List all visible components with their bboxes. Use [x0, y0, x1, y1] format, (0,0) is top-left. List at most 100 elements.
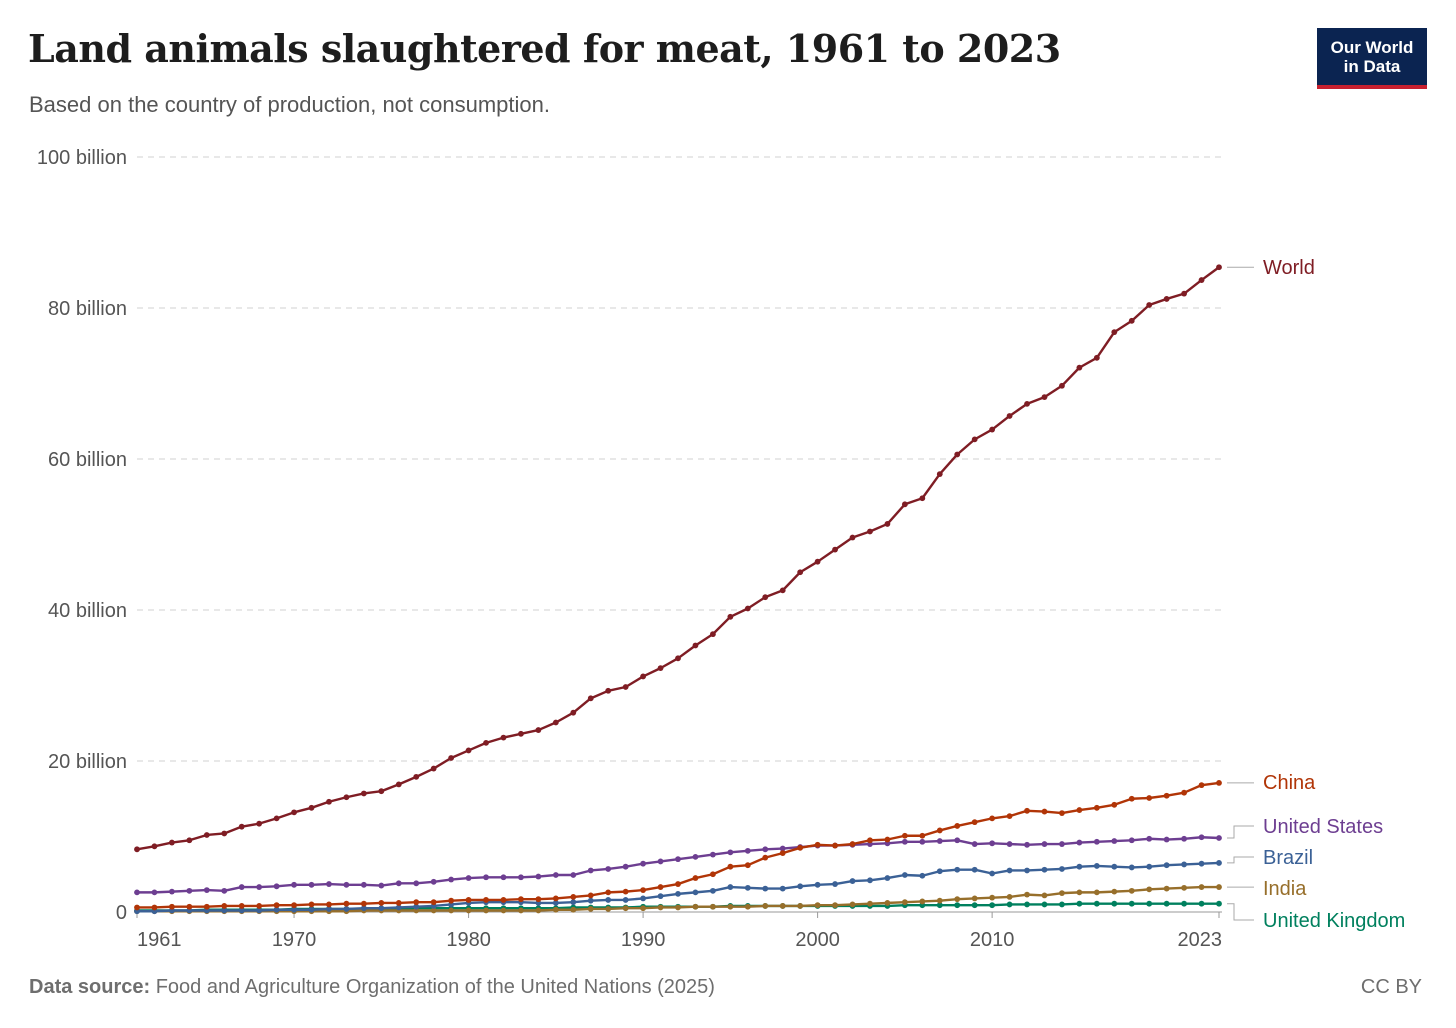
series-label-china[interactable]: China [1263, 772, 1316, 794]
data-point [884, 836, 891, 843]
data-point [169, 903, 175, 910]
series-label-united-kingdom[interactable]: United Kingdom [1263, 910, 1405, 932]
data-point [971, 902, 978, 909]
data-point [675, 890, 681, 897]
series-label-brazil[interactable]: Brazil [1263, 847, 1313, 869]
data-point [954, 451, 961, 458]
data-point [657, 858, 664, 865]
data-point [343, 900, 350, 907]
data-point [221, 903, 228, 909]
data-point [203, 903, 210, 910]
data-point [1093, 804, 1100, 811]
data-point [448, 876, 455, 883]
series-label-world[interactable]: World [1263, 257, 1315, 279]
data-point [1093, 838, 1100, 845]
owid-logo[interactable]: Our World in Data [1317, 28, 1427, 89]
series-china[interactable] [134, 779, 1222, 911]
data-point [186, 887, 193, 894]
data-point [465, 875, 472, 881]
series-lines [134, 264, 1222, 915]
data-point [256, 903, 263, 909]
x-tick-label: 1990 [621, 929, 666, 951]
data-point [1181, 884, 1187, 891]
data-point [727, 884, 734, 890]
data-point [1111, 900, 1118, 907]
data-point [483, 907, 489, 914]
data-point [378, 788, 385, 795]
data-point [675, 856, 681, 863]
data-point [1059, 901, 1065, 908]
data-point [744, 847, 751, 854]
data-point [308, 881, 315, 888]
data-point [814, 841, 821, 848]
x-tick-label: 2023 [1178, 929, 1223, 951]
data-point [291, 809, 297, 816]
data-point [744, 903, 751, 910]
data-point [1006, 813, 1013, 820]
data-point [1006, 867, 1013, 874]
data-point [169, 839, 175, 846]
data-point [657, 904, 664, 911]
data-point [1198, 834, 1205, 841]
x-tick-label: 1980 [446, 929, 491, 951]
data-point [535, 873, 542, 880]
data-point [1216, 264, 1222, 271]
data-point [832, 881, 838, 887]
data-point [1216, 779, 1222, 786]
data-point [692, 853, 699, 860]
series-line [136, 266, 1220, 851]
data-point [1128, 887, 1135, 894]
data-point [744, 884, 751, 891]
data-point [360, 790, 367, 797]
data-point [779, 903, 786, 909]
data-point [1111, 888, 1118, 895]
data-point [971, 866, 978, 873]
data-point [186, 837, 193, 844]
data-point [622, 905, 629, 912]
data-point [587, 867, 594, 874]
data-point [692, 875, 699, 881]
data-point [1181, 290, 1187, 297]
data-point [1163, 900, 1170, 907]
data-point [1024, 400, 1030, 407]
license-text[interactable]: CC BY [1360, 976, 1422, 998]
data-point [710, 631, 716, 638]
series-world[interactable] [134, 264, 1222, 853]
data-point [867, 877, 873, 884]
data-point [552, 900, 559, 906]
data-point [535, 907, 542, 914]
data-point [134, 904, 140, 911]
series-label-india[interactable]: India [1263, 878, 1307, 900]
data-point [901, 838, 908, 845]
data-point [430, 907, 437, 914]
data-point [1041, 394, 1048, 400]
data-point [1128, 795, 1135, 802]
data-point [605, 687, 612, 694]
data-point [640, 895, 646, 902]
series-label-united-states[interactable]: United States [1263, 816, 1383, 838]
data-point [500, 897, 507, 903]
data-point [849, 841, 856, 847]
data-point [1163, 296, 1170, 302]
data-point [395, 904, 402, 911]
data-point [326, 881, 332, 887]
data-point [483, 874, 489, 881]
data-point [1024, 807, 1030, 814]
data-point [430, 899, 437, 906]
data-point [622, 888, 629, 895]
y-tick-label: 100 billion [37, 147, 127, 169]
data-point [238, 907, 245, 914]
data-point [657, 893, 664, 900]
data-point [343, 906, 350, 912]
data-point [797, 883, 804, 890]
data-point [500, 907, 507, 914]
data-point [971, 841, 978, 847]
data-point [971, 436, 978, 443]
data-point [727, 849, 734, 856]
data-point [151, 904, 158, 911]
data-point [448, 907, 455, 914]
data-point [622, 863, 629, 870]
data-point [832, 842, 838, 849]
data-point [1111, 329, 1118, 336]
data-point [1059, 810, 1065, 816]
